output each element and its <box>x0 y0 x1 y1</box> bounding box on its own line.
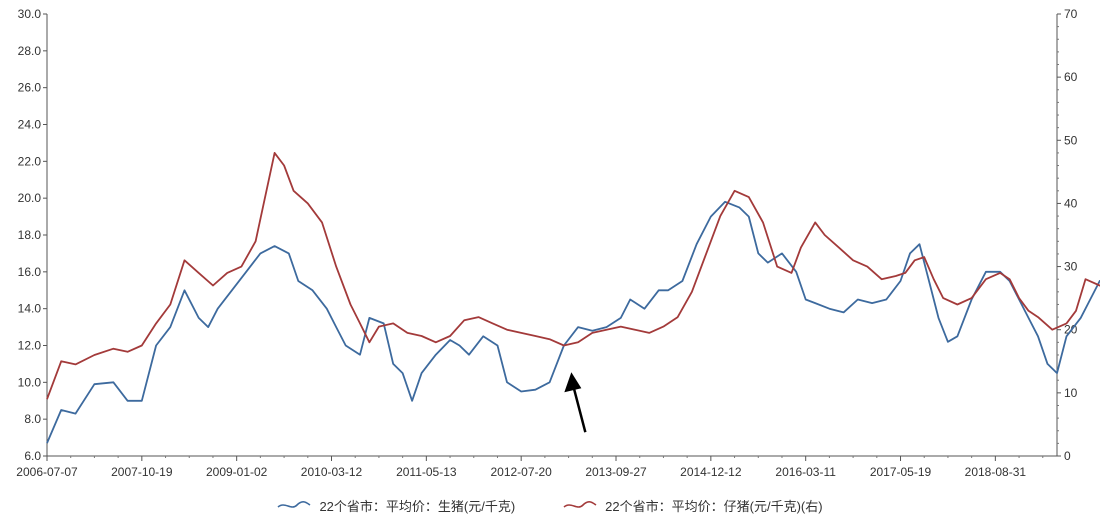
legend: 22个省市：平均价：生猪(元/千克) 22个省市：平均价：仔猪(元/千克)(右) <box>0 493 1100 517</box>
y-right-tick-label: 40 <box>1064 196 1078 210</box>
x-tick-label: 2013-09-27 <box>585 465 647 479</box>
y-right-tick-label: 10 <box>1064 386 1078 400</box>
y-left-tick-label: 14.0 <box>18 302 42 316</box>
y-left-tick-label: 16.0 <box>18 265 42 279</box>
x-tick-label: 2009-01-02 <box>206 465 268 479</box>
x-tick-label: 2018-08-31 <box>965 465 1027 479</box>
y-left-tick-label: 28.0 <box>18 44 42 58</box>
y-right-tick-label: 60 <box>1064 70 1078 84</box>
x-tick-label: 2010-03-12 <box>301 465 363 479</box>
y-left-tick-label: 8.0 <box>24 412 41 426</box>
x-tick-label: 2007-10-19 <box>111 465 173 479</box>
legend-label-piglet: 22个省市：平均价：仔猪(元/千克)(右) <box>605 498 823 514</box>
x-tick-label: 2006-07-07 <box>16 465 78 479</box>
y-left-tick-label: 24.0 <box>18 118 42 132</box>
x-tick-label: 2016-03-11 <box>775 465 836 479</box>
y-right-tick-label: 0 <box>1064 449 1071 463</box>
legend-label-live-hog: 22个省市：平均价：生猪(元/千克) <box>319 498 516 514</box>
arrow-head <box>564 372 582 393</box>
y-left-tick-label: 22.0 <box>18 154 42 168</box>
legend-swatch-blue <box>277 501 311 508</box>
y-right-tick-label: 50 <box>1064 133 1078 147</box>
dual-axis-line-chart: 6.0 8.0 10.0 12.0 14.0 16.0 18.0 20.0 22.0 24.0 26… <box>16 7 1100 479</box>
arrow-shaft <box>572 385 587 433</box>
y-left-tick-label: 26.0 <box>18 81 42 95</box>
y-right-tick-label: 70 <box>1064 7 1078 21</box>
axes-group: 6.0 8.0 10.0 12.0 14.0 16.0 18.0 20.0 22.0 24.0 26… <box>16 7 1077 479</box>
series-lines <box>46 152 1100 444</box>
x-tick-label: 2017-05-19 <box>870 465 932 479</box>
x-tick-label: 2012-07-20 <box>490 465 552 479</box>
legend-item-piglet[interactable]: 22个省市：平均价：仔猪(元/千克)(右) <box>563 496 823 515</box>
annotation-arrows <box>564 372 587 433</box>
legend-swatch-red <box>563 501 597 508</box>
x-tick-label: 2014-12-12 <box>680 465 742 479</box>
y-right-tick-label: 30 <box>1064 260 1078 274</box>
y-left-tick-label: 6.0 <box>24 449 41 463</box>
y-left-tick-label: 12.0 <box>18 339 42 353</box>
x-tick-label: 2011-05-13 <box>396 465 457 479</box>
y-left-tick-label: 20.0 <box>18 191 42 205</box>
legend-item-live-hog[interactable]: 22个省市：平均价：生猪(元/千克) <box>277 496 515 515</box>
y-left-tick-label: 18.0 <box>18 228 42 242</box>
y-left-tick-label: 10.0 <box>18 375 42 389</box>
series-line-live-hog <box>46 200 1100 444</box>
y-left-tick-label: 30.0 <box>18 7 42 21</box>
series-line-piglet <box>46 152 1100 400</box>
